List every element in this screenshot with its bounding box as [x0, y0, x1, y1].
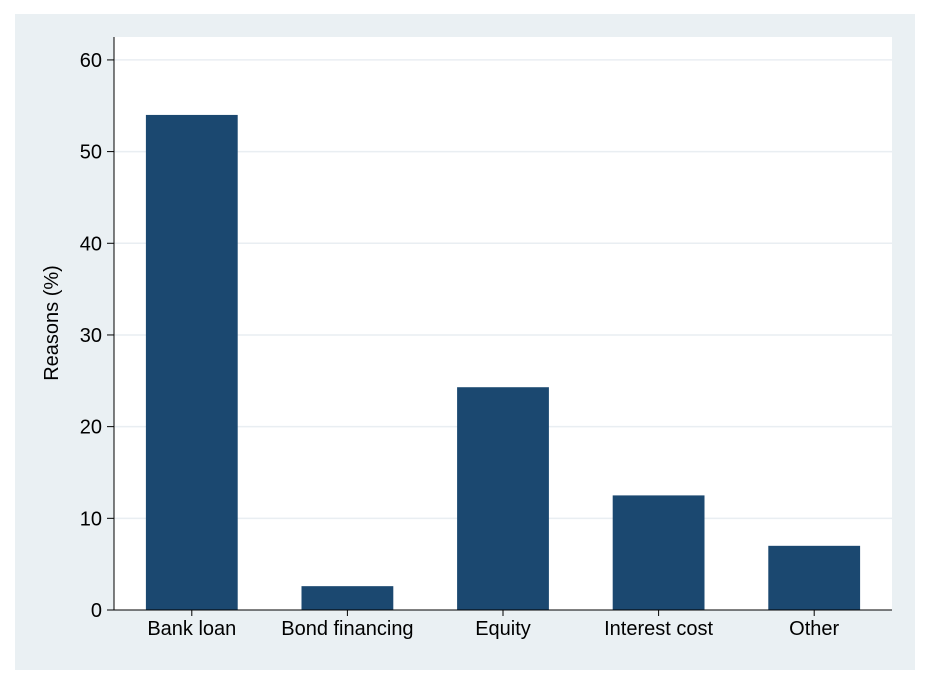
x-tick-label: Other — [789, 618, 839, 640]
bar — [145, 114, 238, 610]
y-tick-label: 20 — [80, 417, 102, 439]
y-tick-label: 30 — [80, 325, 102, 347]
x-tick-label: Bond financing — [281, 618, 413, 640]
y-tick-label: 0 — [91, 600, 102, 622]
x-tick-label: Bank loan — [147, 618, 236, 640]
bar — [768, 545, 861, 610]
bar — [612, 495, 705, 610]
bar — [457, 387, 549, 610]
y-axis-ticks: 0 10 20 30 40 50 60 — [80, 50, 114, 622]
bar — [301, 586, 394, 610]
bars — [145, 114, 861, 610]
x-tick-label: Interest cost — [604, 618, 713, 640]
y-axis-title: Reasons (%) — [41, 265, 63, 381]
y-tick-label: 60 — [80, 50, 102, 72]
y-tick-label: 10 — [80, 508, 102, 530]
y-tick-label: 50 — [80, 142, 102, 164]
x-axis-labels: Bank loan Bond financing Equity Interest co… — [147, 610, 840, 640]
y-tick-label: 40 — [80, 233, 102, 255]
x-tick-label: Equity — [475, 618, 531, 640]
